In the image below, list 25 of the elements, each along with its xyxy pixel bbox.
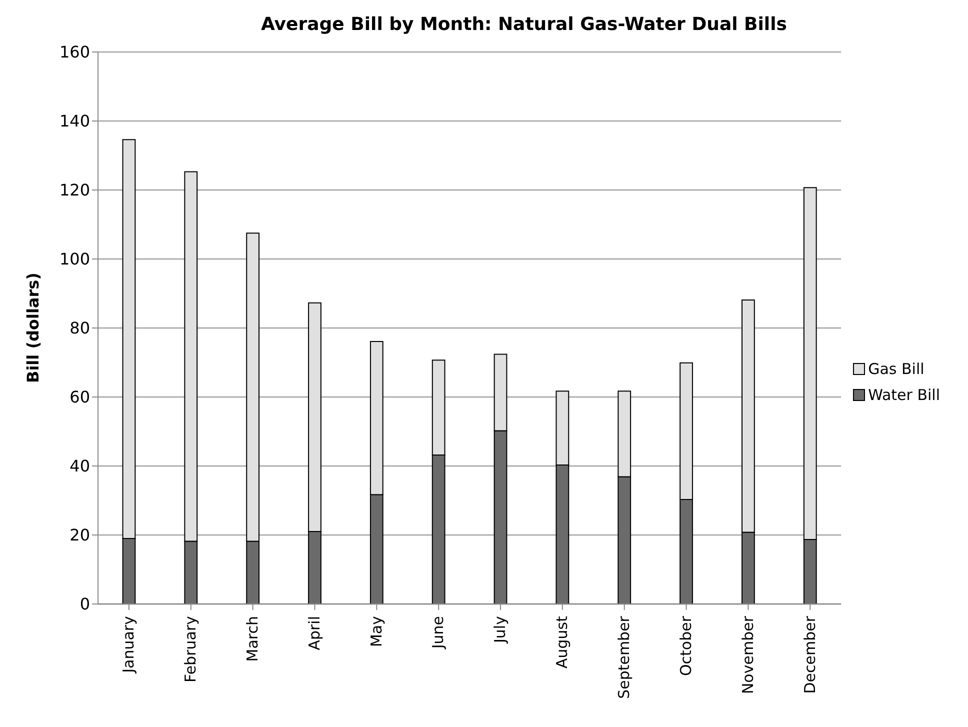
y-axis-title: Bill (dollars) xyxy=(24,272,43,383)
y-tick-label: 160 xyxy=(59,42,90,62)
x-tick-label: September xyxy=(615,615,634,699)
x-tick-label: March xyxy=(243,616,262,662)
y-tick-label: 140 xyxy=(59,112,90,131)
x-tick-label: October xyxy=(676,615,695,676)
x-tick-label: May xyxy=(367,616,386,648)
x-tick-label: February xyxy=(182,616,200,682)
y-tick-label: 100 xyxy=(59,250,90,269)
y-tick-label: 80 xyxy=(70,318,90,338)
x-tick-label: June xyxy=(429,616,448,650)
y-tick-label: 60 xyxy=(70,388,90,407)
x-tick-label: July xyxy=(491,616,510,644)
legend-label: Water Bill xyxy=(868,386,940,404)
y-tick-label: 40 xyxy=(70,456,90,476)
x-tick-label: November xyxy=(738,615,757,694)
legend-label: Gas Bill xyxy=(868,360,924,378)
chart-title: Average Bill by Month: Natural Gas-Water Dual Bills xyxy=(260,13,788,37)
y-tick-label: 0 xyxy=(80,594,90,614)
y-tick-label: 120 xyxy=(59,180,90,200)
x-tick-label: August xyxy=(553,616,572,668)
x-tick-label: April xyxy=(305,616,324,650)
x-tick-label: January xyxy=(120,616,138,674)
x-tick-label: December xyxy=(800,615,819,694)
y-tick-label: 20 xyxy=(70,526,90,545)
